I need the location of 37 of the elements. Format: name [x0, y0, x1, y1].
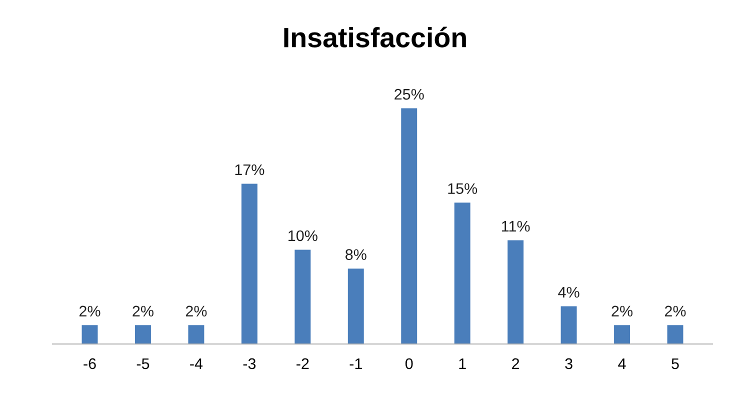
bar [401, 108, 418, 344]
data-label: 2% [79, 306, 100, 317]
data-label: 2% [664, 306, 686, 317]
x-tick-label: 5 [672, 358, 679, 370]
x-tick-label: -6 [84, 358, 96, 370]
data-label: 4% [558, 286, 580, 298]
bar [348, 268, 364, 344]
data-label: 2% [186, 306, 207, 317]
bar [188, 325, 204, 344]
x-tick-label: 1 [459, 358, 466, 369]
x-tick-label: -2 [296, 358, 309, 369]
data-label: 25% [394, 88, 424, 100]
x-tick-label: 2 [512, 358, 520, 369]
bar [614, 325, 630, 344]
data-label: 8% [346, 249, 366, 260]
data-label: 11% [502, 220, 530, 232]
bar [241, 184, 258, 344]
bar [560, 306, 577, 344]
x-tick-label: -5 [136, 358, 150, 370]
x-tick-label: -3 [243, 358, 256, 370]
bar [508, 240, 524, 344]
bar [454, 202, 470, 344]
x-tick-label: 3 [565, 358, 572, 370]
bar [135, 325, 151, 344]
bar [667, 325, 684, 344]
chart-title: Insatisfacción [284, 26, 466, 48]
x-tick-label: 4 [618, 358, 626, 369]
data-label: 15% [448, 183, 478, 194]
x-tick-label: -1 [350, 358, 362, 369]
bar [294, 250, 311, 344]
x-tick-label: 0 [405, 358, 413, 370]
data-label: 2% [132, 306, 154, 317]
x-tick-label: -4 [190, 358, 203, 369]
data-label: 2% [612, 306, 633, 317]
data-label: 10% [288, 230, 318, 242]
bar [82, 325, 98, 344]
data-label: 17% [235, 164, 264, 176]
